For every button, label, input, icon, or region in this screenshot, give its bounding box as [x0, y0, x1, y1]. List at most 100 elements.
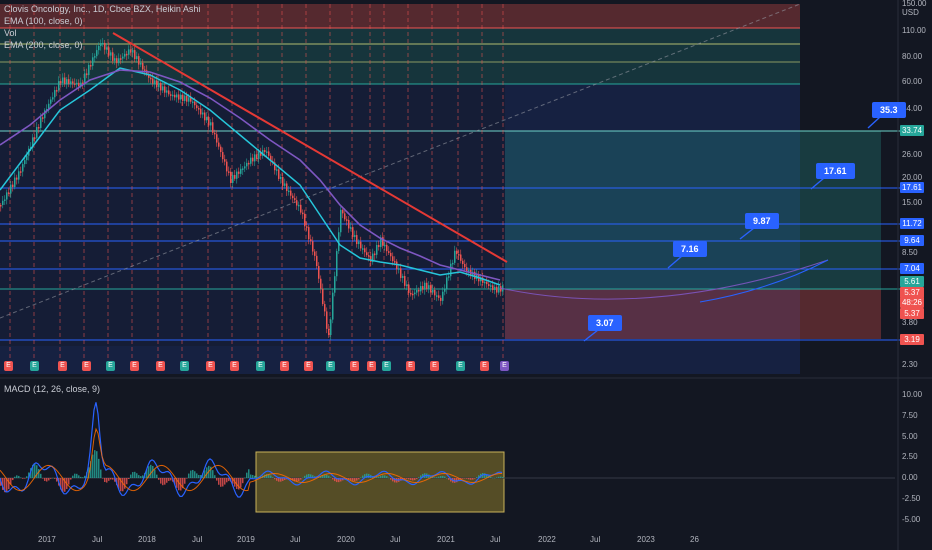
earnings-marker[interactable]: E [406, 361, 415, 371]
earnings-marker[interactable]: E [180, 361, 189, 371]
zone-red-top [0, 4, 800, 28]
earnings-marker[interactable]: E [500, 361, 509, 371]
candle [224, 159, 226, 162]
earnings-marker[interactable]: E [350, 361, 359, 371]
candle [314, 251, 316, 256]
candle [422, 286, 424, 290]
stop-zone-red [505, 289, 881, 339]
candle [94, 56, 96, 58]
ema-100-line [0, 67, 501, 286]
macd-histogram-bar [436, 477, 438, 478]
macd-histogram-bar [438, 476, 440, 478]
macd-histogram-bar [332, 478, 334, 480]
macd-histogram-bar [102, 478, 104, 479]
earnings-marker[interactable]: E [480, 361, 489, 371]
macd-legend[interactable]: MACD (12, 26, close, 9) [4, 384, 101, 394]
macd-histogram-bar [352, 478, 354, 481]
earnings-marker[interactable]: E [82, 361, 91, 371]
macd-histogram-bar [382, 475, 384, 478]
candle [270, 155, 272, 161]
macd-histogram-bar [146, 469, 148, 478]
macd-histogram-bar [312, 475, 314, 478]
earnings-marker[interactable]: E [58, 361, 67, 371]
macd-histogram-bar [432, 476, 434, 478]
candle [4, 199, 6, 201]
legend-symbol[interactable]: Clovis Oncology, Inc., 1D, Cboe BZX, Hei… [4, 4, 201, 14]
earnings-marker[interactable]: E [280, 361, 289, 371]
macd-histogram-bar [394, 478, 396, 483]
candle [156, 80, 158, 88]
macd-histogram-bar [492, 477, 494, 479]
macd-histogram-bar [178, 478, 180, 491]
macd-histogram-bar [444, 476, 446, 478]
macd-histogram-bar [148, 466, 150, 478]
macd-line [0, 402, 503, 498]
target-callout[interactable]: 17.61 [816, 163, 855, 179]
candle [238, 171, 240, 174]
legend-vol[interactable]: Vol [4, 28, 17, 38]
target-callout[interactable]: 3.07 [588, 315, 622, 331]
macd-histogram-bar [8, 478, 10, 490]
candle [242, 168, 244, 170]
candle [38, 127, 40, 129]
diagonal-dashed-line [0, 3, 801, 319]
legend-ema200[interactable]: EMA (200, close, 0) [4, 40, 83, 50]
candle [348, 220, 350, 229]
earnings-marker[interactable]: E [382, 361, 391, 371]
macd-histogram-bar [100, 469, 102, 478]
macd-histogram-bar [46, 478, 48, 482]
macd-histogram-bar [220, 478, 222, 487]
candle [74, 83, 76, 85]
price-tag: 17.61 [900, 182, 924, 193]
candle [262, 150, 264, 156]
macd-histogram-bar [366, 473, 368, 478]
candle [400, 268, 402, 278]
earnings-marker[interactable]: E [206, 361, 215, 371]
time-axis-label: 2017 [38, 535, 56, 544]
earnings-marker[interactable]: E [130, 361, 139, 371]
macd-histogram-bar [68, 478, 70, 485]
candle [288, 190, 290, 193]
earnings-marker[interactable]: E [4, 361, 13, 371]
candle [118, 58, 120, 64]
candle [36, 127, 38, 138]
macd-histogram-bar [222, 478, 224, 487]
candle [394, 261, 396, 263]
target-callout[interactable]: 35.3 [872, 102, 906, 118]
earnings-marker[interactable]: E [230, 361, 239, 371]
legend-ema100[interactable]: EMA (100, close, 0) [4, 16, 83, 26]
earnings-marker[interactable]: E [430, 361, 439, 371]
candle [88, 65, 90, 76]
candle [60, 81, 62, 83]
candle [22, 164, 24, 172]
macd-histogram-bar [244, 477, 246, 479]
candle [254, 154, 256, 162]
candle [168, 90, 170, 95]
earnings-marker[interactable]: E [156, 361, 165, 371]
macd-histogram-bar [76, 473, 78, 478]
candle [494, 286, 496, 291]
price-tag: 5.37 [900, 287, 924, 298]
time-axis-label: 2022 [538, 535, 556, 544]
earnings-marker[interactable]: E [304, 361, 313, 371]
earnings-marker[interactable]: E [256, 361, 265, 371]
earnings-marker[interactable]: E [367, 361, 376, 371]
target-callout[interactable]: 9.87 [745, 213, 779, 229]
macd-histogram-bar [420, 475, 422, 478]
earnings-marker[interactable]: E [106, 361, 115, 371]
macd-histogram-bar [502, 476, 504, 478]
candle [290, 190, 292, 196]
earnings-marker[interactable]: E [456, 361, 465, 371]
time-axis-label: 2020 [337, 535, 355, 544]
macd-histogram-bar [4, 478, 6, 493]
macd-histogram-bar [112, 478, 114, 480]
target-callout[interactable]: 7.16 [673, 241, 707, 257]
macd-histogram-bar [434, 477, 436, 478]
candle [336, 251, 338, 277]
candle [46, 108, 48, 111]
earnings-marker[interactable]: E [326, 361, 335, 371]
candle [108, 47, 110, 56]
macd-axis-label: -5.00 [902, 515, 921, 524]
earnings-marker[interactable]: E [30, 361, 39, 371]
